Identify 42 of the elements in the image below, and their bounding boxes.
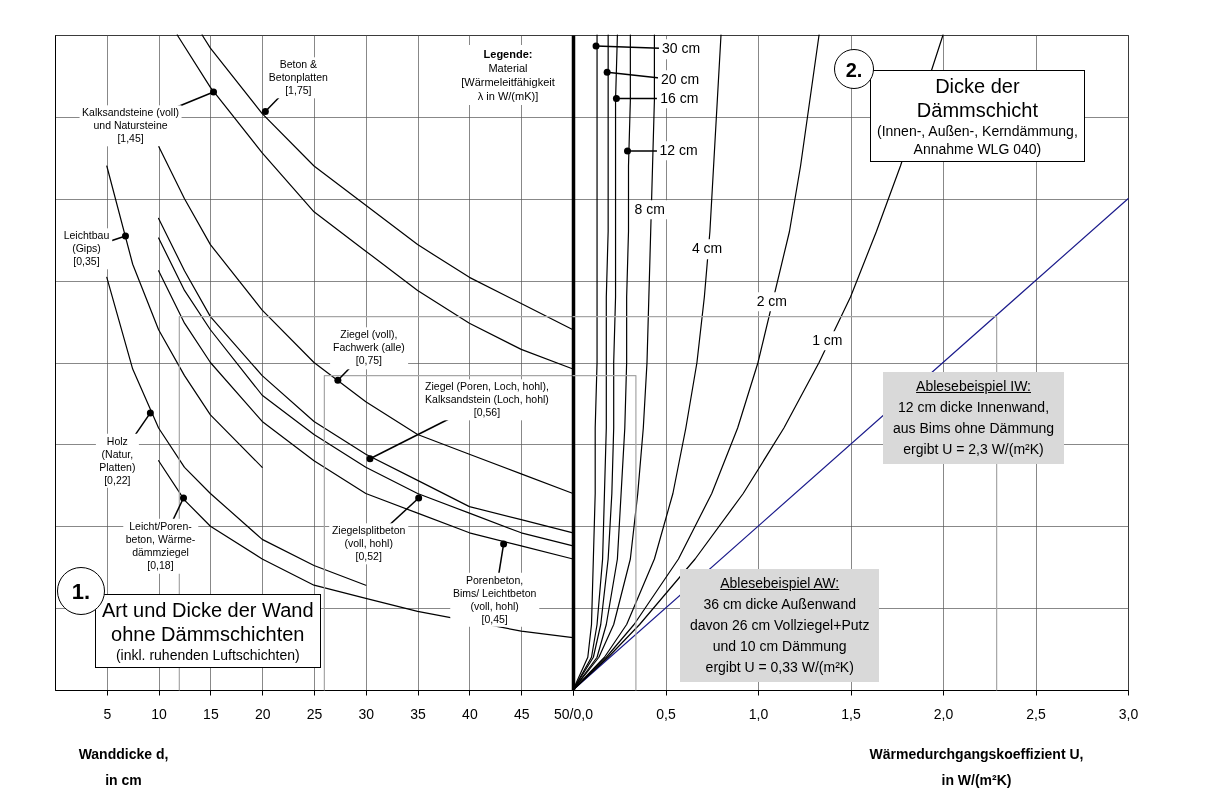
x-tick-label: 35	[410, 705, 427, 722]
annotation: 1.	[71, 579, 91, 604]
annotation: 30 cm	[661, 40, 701, 58]
x-tick-label: 5	[103, 705, 112, 722]
x-tick-label: 30	[358, 705, 375, 722]
annotation: Ziegelsplitbeton (voll, hohl) [0,52]	[331, 524, 406, 564]
annotation: Holz (Natur, Platten) [0,22]	[99, 434, 136, 488]
x-tick-label: 40	[462, 705, 478, 722]
x-axis-title: Wärmedurchgangskoeffizient U, in W/(m²K)	[869, 745, 1084, 788]
annotation: 16 cm	[660, 89, 699, 108]
x-tick-label: 2,0	[933, 705, 954, 722]
annotation: Ziegel (voll), Fachwerk (alle) [0,75]	[332, 328, 405, 368]
annotation: 12 cm	[659, 142, 698, 160]
x-axis-title: Wanddicke d, in cm	[78, 745, 169, 788]
annotation: Ziegel (Poren, Loch, hohl), Kalksandstein (Loch, hohl) [0,56]	[425, 380, 549, 420]
x-tick-label: 0,5	[656, 705, 676, 722]
x-tick-label: 50/0,0	[554, 705, 594, 722]
annotation: 1 cm	[812, 332, 843, 350]
annotation: Ablesebeispiel IW: 12 cm dicke Innenwand, aus Bims ohne Dämmung ergibt U = 2,3 W/(m²K)	[893, 377, 1055, 459]
annotation: Leicht/Poren- beton, Wärme- dämmziegel [0,18]	[125, 519, 196, 573]
annotation: Ablesebeispiel AW: 36 cm dicke Außenwand davon 26 cm Vollziegel+Putz und 10 cm Dämmung ergibt U = 0,33 W/(m²K)	[690, 574, 870, 677]
x-tick-label: 2,5	[1026, 705, 1046, 722]
annotation: Legende: Material [Wärmeleitfähigkeit λ in W/(mK)]	[461, 47, 555, 103]
annotation: Beton & Betonplatten [1,75]	[268, 57, 328, 98]
annotation: Dicke der Dämmschicht (Innen-, Außen-, Kerndämmung, Annahme WLG 040)	[877, 74, 1078, 158]
x-tick-label: 15	[203, 705, 219, 722]
annotation: 2.	[835, 50, 873, 90]
x-tick-label: 20	[254, 705, 271, 722]
x-tick-label: 1,5	[841, 705, 861, 722]
x-tick-label: 1,0	[748, 705, 769, 722]
x-tick-label: 3,0	[1118, 705, 1139, 722]
x-tick-label: 45	[513, 705, 530, 722]
annotation: 8 cm	[634, 201, 665, 219]
annotation: Art und Dicke der Wand ohne Dämmschichten (inkl. ruhenden Luftschichten)	[102, 598, 314, 664]
annotation: Kalksandsteine (voll) und Natursteine [1,45]	[82, 106, 179, 146]
annotation: 4 cm	[691, 240, 723, 258]
x-tick-label: 25	[306, 705, 323, 722]
annotation: Porenbeton, Bims/ Leichtbeton (voll, hohl) [0,45]	[452, 573, 537, 627]
annotation: 20 cm	[661, 71, 700, 90]
annotation: Leichtbau (Gips) [0,35]	[63, 229, 110, 269]
annotation: 2 cm	[756, 292, 787, 311]
x-tick-label: 10	[151, 705, 168, 722]
